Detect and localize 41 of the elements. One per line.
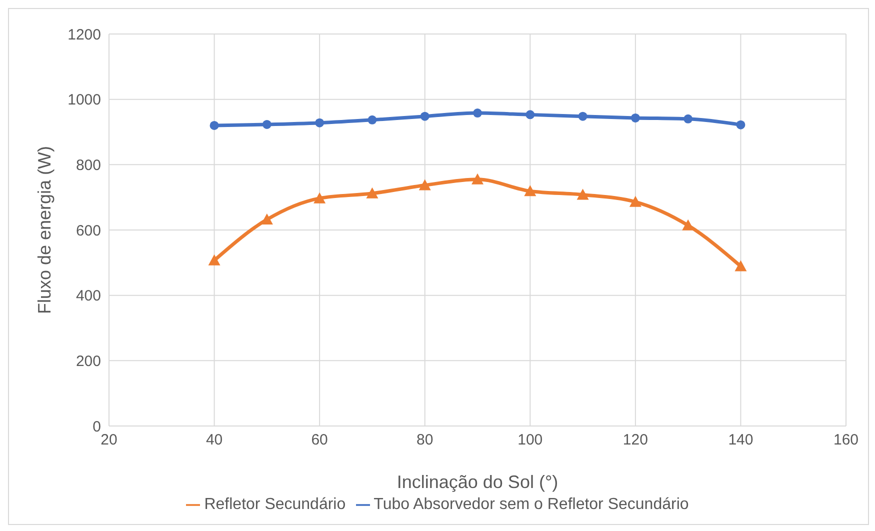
- point: [210, 120, 219, 130]
- point: [629, 196, 642, 207]
- point: [208, 254, 220, 266]
- legend-label: Refletor Secundário: [204, 496, 346, 513]
- point: [684, 114, 693, 124]
- x-tick-label: 120: [622, 432, 648, 449]
- point: [314, 192, 326, 204]
- point: [473, 108, 482, 118]
- x-axis-title: Inclinação do Sol (°): [396, 472, 558, 492]
- y-tick-label: 1200: [68, 26, 101, 44]
- x-tick-label: 80: [416, 432, 434, 449]
- y-tick-label: 0: [92, 418, 101, 436]
- y-tick-label: 400: [76, 288, 101, 305]
- point: [576, 188, 589, 200]
- x-tick-label: 100: [518, 432, 543, 449]
- y-tick-label: 600: [76, 222, 101, 240]
- legend-label: Tubo Absorvedor sem o Refletor Secundário: [374, 496, 689, 513]
- point: [578, 112, 588, 121]
- point: [368, 115, 377, 124]
- x-tick-label: 160: [833, 432, 859, 449]
- point: [366, 187, 378, 198]
- point: [526, 110, 535, 120]
- point: [260, 214, 273, 225]
- point: [682, 219, 694, 230]
- point: [736, 120, 746, 130]
- point: [630, 113, 640, 122]
- y-tick-label: 200: [76, 352, 101, 370]
- point: [418, 179, 431, 190]
- point: [472, 173, 484, 184]
- point: [262, 120, 272, 129]
- point: [420, 112, 430, 121]
- point: [734, 260, 747, 272]
- x-tick-label: 140: [728, 432, 754, 449]
- x-tick-label: 40: [206, 432, 223, 449]
- y-tick-label: 1000: [68, 92, 101, 109]
- x-tick-label: 20: [100, 432, 118, 449]
- y-axis-title: Fluxo de energia (W): [34, 146, 54, 314]
- point: [315, 118, 324, 128]
- x-tick-label: 60: [311, 432, 328, 449]
- y-tick-label: 800: [76, 156, 101, 174]
- point: [524, 185, 536, 196]
